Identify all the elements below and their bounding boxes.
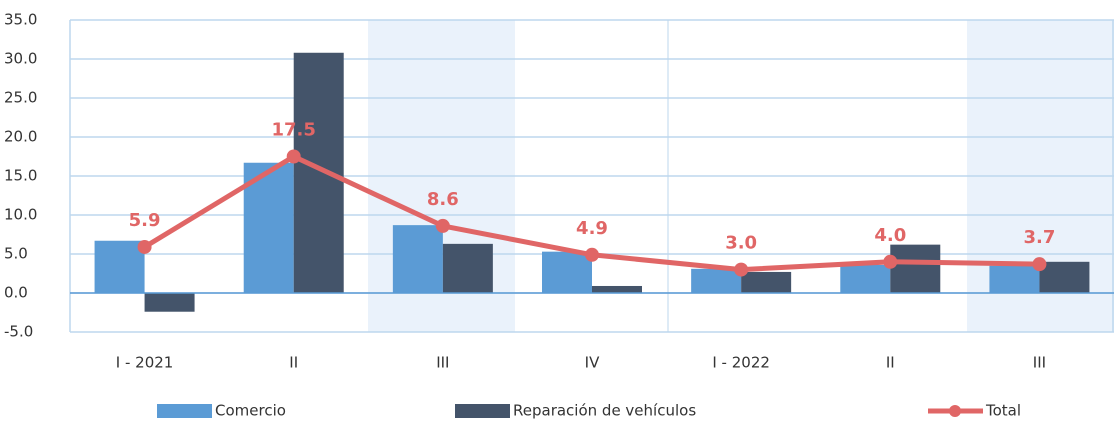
legend-swatch bbox=[157, 404, 212, 418]
y-tick-label: 25.0 bbox=[4, 89, 37, 107]
point bbox=[585, 247, 599, 262]
bar bbox=[691, 268, 742, 293]
data-label: 5.9 bbox=[129, 210, 161, 231]
y-tick-label: 15.0 bbox=[4, 167, 37, 185]
x-tick-label: II bbox=[289, 354, 298, 372]
bar bbox=[542, 251, 592, 293]
data-label: 8.6 bbox=[427, 189, 459, 210]
bar bbox=[442, 243, 493, 293]
bar bbox=[392, 225, 443, 293]
x-tick-label: I - 2022 bbox=[712, 354, 770, 372]
x-tick-label: III bbox=[436, 354, 449, 372]
y-tick-label: 0.0 bbox=[4, 284, 28, 302]
point bbox=[286, 149, 301, 164]
data-label: 4.9 bbox=[576, 218, 608, 239]
x-tick-label: II bbox=[886, 354, 895, 372]
bar bbox=[989, 265, 1040, 293]
y-tick-label: 30.0 bbox=[4, 50, 37, 68]
bar bbox=[840, 264, 891, 293]
y-tick-label: 5.0 bbox=[4, 245, 28, 263]
point bbox=[435, 218, 450, 233]
x-tick-label: IV bbox=[585, 354, 600, 372]
x-tick-label: III bbox=[1033, 354, 1046, 372]
legend-label: Total bbox=[985, 402, 1021, 420]
legend-label: Reparación de vehículos bbox=[513, 402, 696, 420]
legend-swatch bbox=[455, 404, 510, 418]
bar bbox=[592, 285, 642, 293]
legend-label: Comercio bbox=[215, 402, 286, 420]
bar bbox=[94, 240, 145, 293]
y-tick-label: 10.0 bbox=[4, 206, 37, 224]
bar bbox=[144, 293, 195, 312]
bar bbox=[293, 52, 344, 294]
point bbox=[883, 254, 898, 269]
point bbox=[137, 239, 152, 254]
bar bbox=[1039, 261, 1090, 293]
legend-swatch bbox=[949, 405, 961, 417]
data-label: 17.5 bbox=[272, 120, 316, 141]
point bbox=[734, 262, 749, 277]
y-tick-label: 20.0 bbox=[4, 128, 37, 146]
bar bbox=[741, 271, 792, 293]
y-tick-label: 35.0 bbox=[4, 11, 37, 29]
data-label: 3.7 bbox=[1023, 227, 1055, 248]
data-label: 3.0 bbox=[725, 233, 757, 254]
point bbox=[1032, 257, 1047, 272]
x-tick-label: I - 2021 bbox=[116, 354, 174, 372]
data-label: 4.0 bbox=[874, 225, 906, 246]
bar bbox=[890, 244, 941, 293]
y-tick-label: -5.0 bbox=[4, 323, 33, 341]
